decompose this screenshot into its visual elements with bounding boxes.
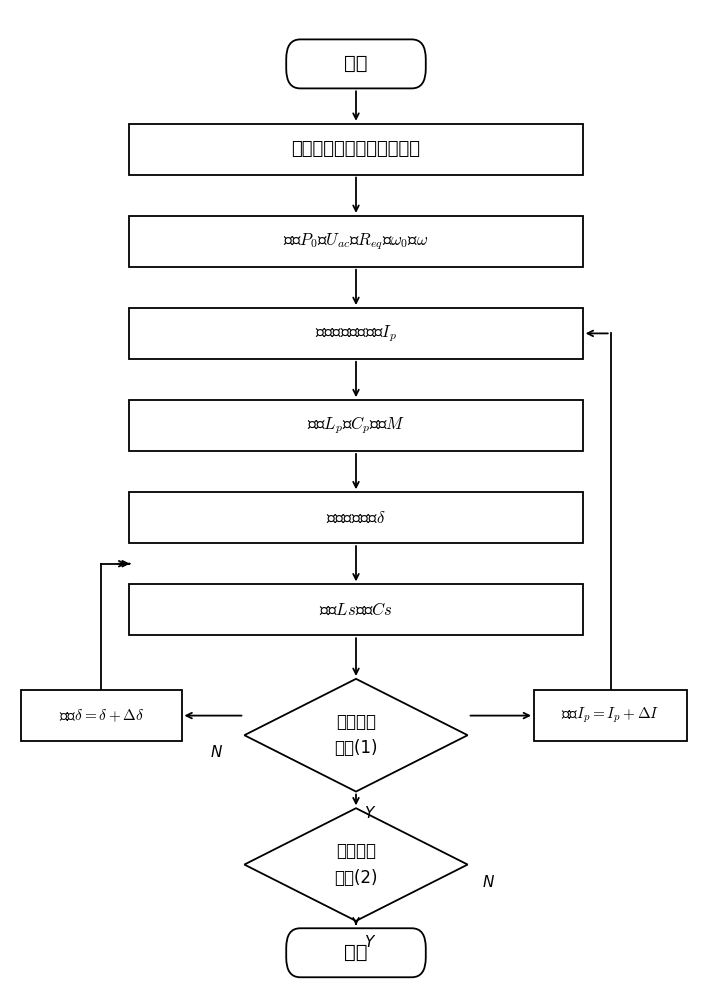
Bar bbox=[129, 308, 582, 359]
Bar bbox=[129, 584, 582, 635]
Text: 设置$I_p=I_p+\Delta I$: 设置$I_p=I_p+\Delta I$ bbox=[561, 706, 660, 725]
Polygon shape bbox=[244, 808, 468, 921]
Text: Y: Y bbox=[364, 935, 373, 950]
Bar bbox=[129, 400, 582, 451]
Text: 计算$L_p$、$C_p$以及$M$: 计算$L_p$、$C_p$以及$M$ bbox=[307, 415, 405, 436]
Text: 确定$P_0$、$U_{ac}$、$R_{eq}$、$\omega_0$、$\omega$: 确定$P_0$、$U_{ac}$、$R_{eq}$、$\omega_0$、$\o… bbox=[283, 231, 429, 252]
Text: 是否满足
条件(1): 是否满足 条件(1) bbox=[334, 713, 378, 757]
Bar bbox=[534, 690, 688, 741]
Text: 开始: 开始 bbox=[344, 54, 368, 73]
Bar bbox=[129, 124, 582, 175]
Text: Y: Y bbox=[364, 806, 373, 821]
Text: 选择比例因子$\delta$: 选择比例因子$\delta$ bbox=[326, 509, 386, 527]
Text: 设置$\delta=\delta+\Delta\delta$: 设置$\delta=\delta+\Delta\delta$ bbox=[58, 707, 144, 724]
FancyBboxPatch shape bbox=[286, 39, 426, 88]
Text: N: N bbox=[483, 875, 494, 890]
Bar bbox=[129, 492, 582, 543]
Polygon shape bbox=[244, 679, 468, 792]
Bar bbox=[129, 216, 582, 267]
Text: 选择原边谐振电流$I_p$: 选择原边谐振电流$I_p$ bbox=[315, 323, 397, 344]
Text: N: N bbox=[211, 745, 222, 760]
Bar bbox=[21, 690, 182, 741]
Text: 结束: 结束 bbox=[344, 943, 368, 962]
Text: 建立感应电能传输系统模型: 建立感应电能传输系统模型 bbox=[291, 140, 421, 158]
Text: 是否满足
条件(2): 是否满足 条件(2) bbox=[334, 842, 378, 887]
Text: 计算$Ls$以及$Cs$: 计算$Ls$以及$Cs$ bbox=[319, 601, 393, 619]
FancyBboxPatch shape bbox=[286, 928, 426, 977]
